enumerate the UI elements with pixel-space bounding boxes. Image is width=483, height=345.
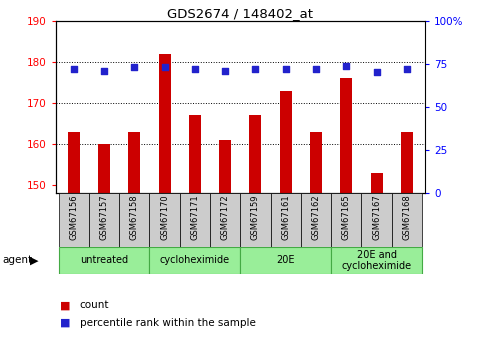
Bar bbox=[249, 115, 261, 345]
Bar bbox=[219, 140, 231, 345]
Text: GSM67162: GSM67162 bbox=[312, 195, 321, 240]
Point bbox=[373, 70, 381, 75]
Point bbox=[282, 66, 290, 72]
Text: GSM67170: GSM67170 bbox=[160, 195, 169, 240]
Bar bbox=[68, 131, 80, 345]
Text: 20E and
cycloheximide: 20E and cycloheximide bbox=[341, 250, 412, 271]
Text: ■: ■ bbox=[60, 300, 71, 310]
Text: percentile rank within the sample: percentile rank within the sample bbox=[80, 318, 256, 327]
Text: GSM67167: GSM67167 bbox=[372, 194, 381, 240]
Bar bbox=[310, 131, 322, 345]
Text: GSM67168: GSM67168 bbox=[402, 194, 412, 240]
Text: GSM67156: GSM67156 bbox=[69, 195, 78, 240]
Bar bbox=[189, 115, 201, 345]
Point bbox=[130, 65, 138, 70]
Text: GSM67159: GSM67159 bbox=[251, 195, 260, 240]
Bar bbox=[331, 193, 361, 247]
Text: ▶: ▶ bbox=[30, 256, 39, 265]
Text: GSM67171: GSM67171 bbox=[190, 195, 199, 240]
Point bbox=[403, 66, 411, 72]
Bar bbox=[401, 131, 413, 345]
Bar bbox=[89, 193, 119, 247]
Text: 20E: 20E bbox=[276, 256, 295, 265]
Bar bbox=[392, 193, 422, 247]
Bar bbox=[241, 247, 331, 274]
Point bbox=[70, 66, 78, 72]
Bar bbox=[331, 247, 422, 274]
Bar bbox=[58, 247, 149, 274]
Bar bbox=[270, 193, 301, 247]
Bar bbox=[340, 78, 353, 345]
Title: GDS2674 / 148402_at: GDS2674 / 148402_at bbox=[167, 7, 313, 20]
Text: GSM67165: GSM67165 bbox=[342, 195, 351, 240]
Point bbox=[161, 65, 169, 70]
Point bbox=[252, 66, 259, 72]
Point bbox=[100, 68, 108, 73]
Point bbox=[191, 66, 199, 72]
Bar bbox=[149, 193, 180, 247]
Point bbox=[221, 68, 229, 73]
Text: untreated: untreated bbox=[80, 256, 128, 265]
Bar bbox=[119, 193, 149, 247]
Bar bbox=[301, 193, 331, 247]
Bar bbox=[370, 172, 383, 345]
Text: ■: ■ bbox=[60, 318, 71, 327]
Text: agent: agent bbox=[2, 256, 32, 265]
Bar bbox=[158, 53, 170, 345]
Bar bbox=[241, 193, 270, 247]
Text: GSM67172: GSM67172 bbox=[221, 195, 229, 240]
Text: GSM67158: GSM67158 bbox=[130, 195, 139, 240]
Bar bbox=[98, 144, 110, 345]
Point bbox=[342, 63, 350, 68]
Bar bbox=[180, 193, 210, 247]
Bar bbox=[280, 90, 292, 345]
Bar bbox=[128, 131, 141, 345]
Text: count: count bbox=[80, 300, 109, 310]
Text: GSM67161: GSM67161 bbox=[281, 195, 290, 240]
Bar bbox=[149, 247, 241, 274]
Point bbox=[312, 66, 320, 72]
Bar bbox=[58, 193, 89, 247]
Text: cycloheximide: cycloheximide bbox=[160, 256, 230, 265]
Bar bbox=[210, 193, 241, 247]
Text: GSM67157: GSM67157 bbox=[99, 195, 109, 240]
Bar bbox=[361, 193, 392, 247]
